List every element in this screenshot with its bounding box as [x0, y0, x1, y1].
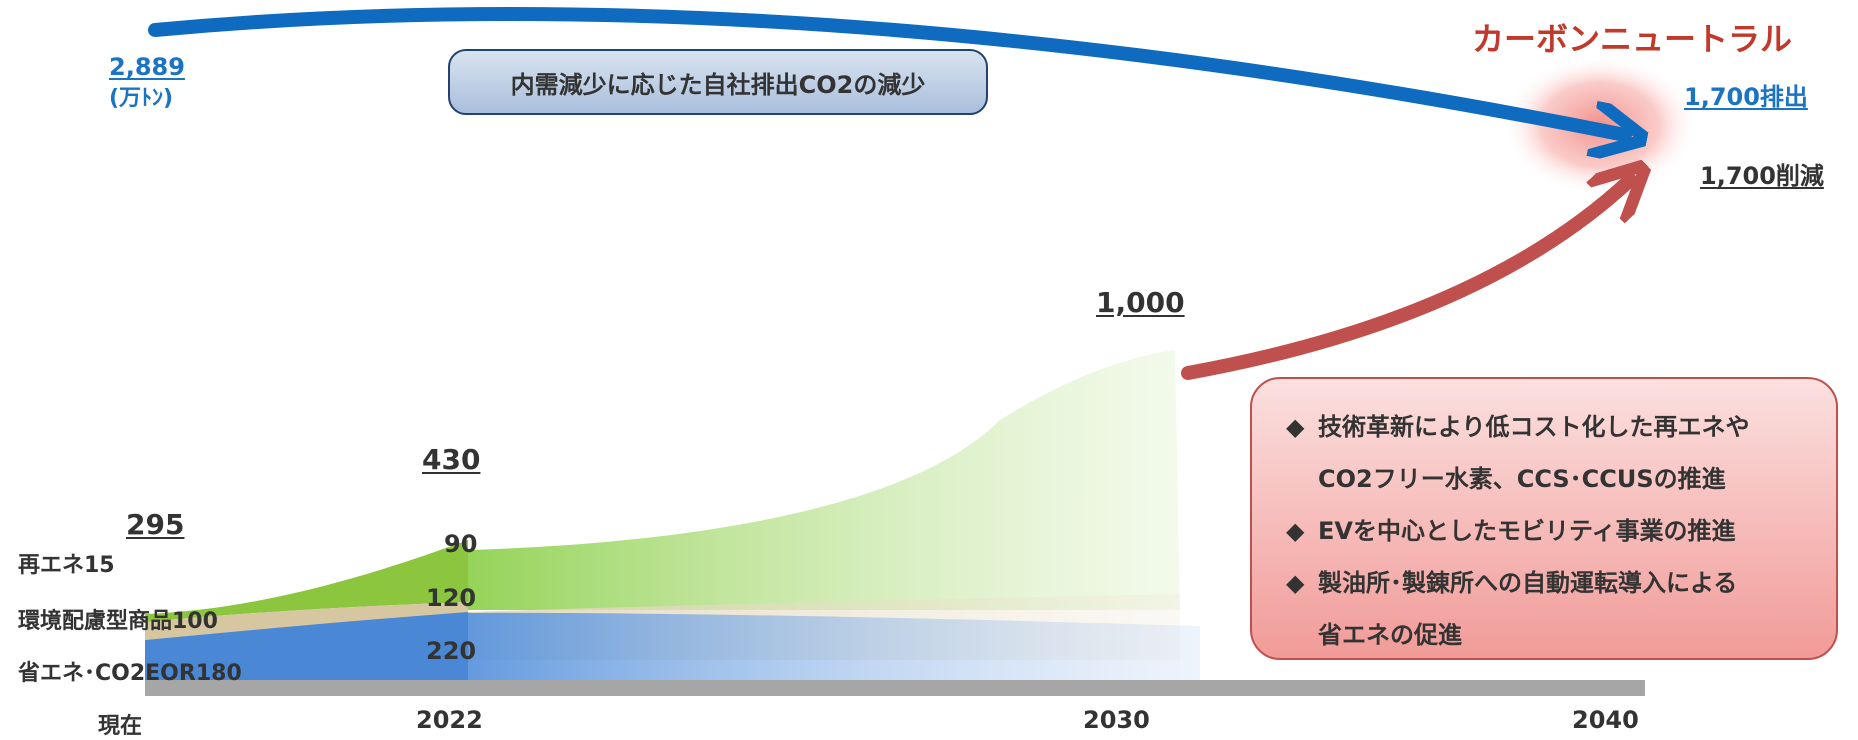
segment-2022-energy-saving: 220: [426, 637, 477, 665]
timeline-now: 現在: [98, 714, 143, 739]
bullet-line: CO2フリー水素、CCS･CCUSの推進: [1318, 465, 1726, 493]
blue-arrow: [148, 7, 1625, 135]
timeline-axis: [145, 680, 1645, 696]
bullet-box: ◆ 技術革新により低コスト化した再エネや CO2フリー水素、CCS･CCUSの推進…: [1250, 377, 1838, 660]
segment-now-energy-saving: 省エネ･CO2EOR180: [18, 661, 242, 686]
green-band: [145, 540, 468, 622]
top-total-unit: (万ﾄﾝ): [109, 86, 174, 111]
segment-2022-renewables: 90: [444, 530, 478, 558]
bullet-line: 省エネの促進: [1318, 621, 1462, 649]
bullet-marker: ◆: [1286, 517, 1305, 545]
total-now: 295: [126, 508, 185, 541]
bullet-marker: ◆: [1286, 413, 1305, 441]
red-arrow: [1181, 180, 1630, 380]
timeline-2040: 2040: [1572, 706, 1639, 734]
segment-now-eco-products: 環境配慮型商品100: [18, 609, 218, 634]
blue-band: [145, 612, 468, 683]
total-2022: 430: [422, 443, 481, 476]
header-box-text: 内需減少に応じた自社排出CO2の減少: [510, 70, 926, 99]
bullet-line: ◆ 製油所･製錬所への自動運転導入による: [1286, 557, 1816, 609]
goal-title: カーボンニュートラル: [1472, 20, 1793, 58]
timeline-2022: 2022: [416, 706, 483, 734]
bullet-line: ◆ EVを中心としたモビリティ事業の推進: [1286, 505, 1816, 557]
segment-now-renewables: 再エネ15: [18, 553, 115, 578]
top-total-value: 2,889: [109, 53, 185, 81]
blue-band-future: [468, 612, 1200, 683]
timeline-2030: 2030: [1083, 706, 1150, 734]
goal-reduction: 1,700削減: [1700, 162, 1824, 190]
segment-2022-eco-products: 120: [426, 584, 477, 612]
bullet-line: ◆ 技術革新により低コスト化した再エネや: [1286, 401, 1816, 453]
tan-band: [145, 602, 468, 640]
goal-emission: 1,700排出: [1684, 83, 1808, 111]
green-band-future: [468, 350, 1180, 610]
header-box: 内需減少に応じた自社排出CO2の減少: [448, 49, 988, 115]
total-2030: 1,000: [1096, 286, 1185, 319]
bullet-marker: ◆: [1286, 569, 1305, 597]
